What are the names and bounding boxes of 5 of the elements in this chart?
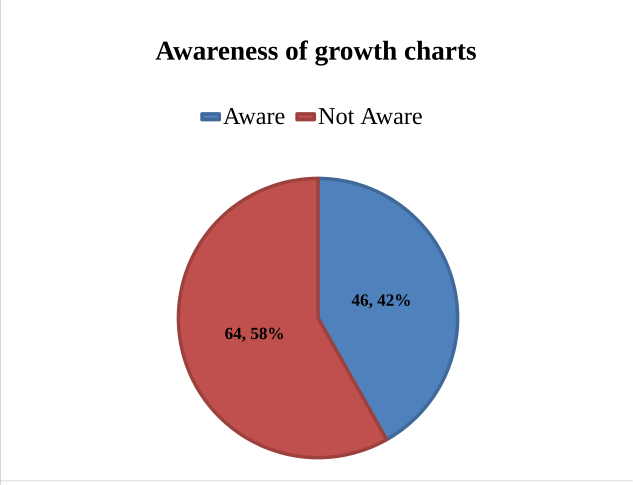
data-label: 64, 58% [225, 328, 283, 342]
legend-label: Aware [223, 108, 284, 124]
legend-label: Not Aware [318, 108, 422, 124]
data-label: 46, 42% [352, 294, 410, 308]
chart-title: Awareness of growth charts [156, 40, 476, 66]
